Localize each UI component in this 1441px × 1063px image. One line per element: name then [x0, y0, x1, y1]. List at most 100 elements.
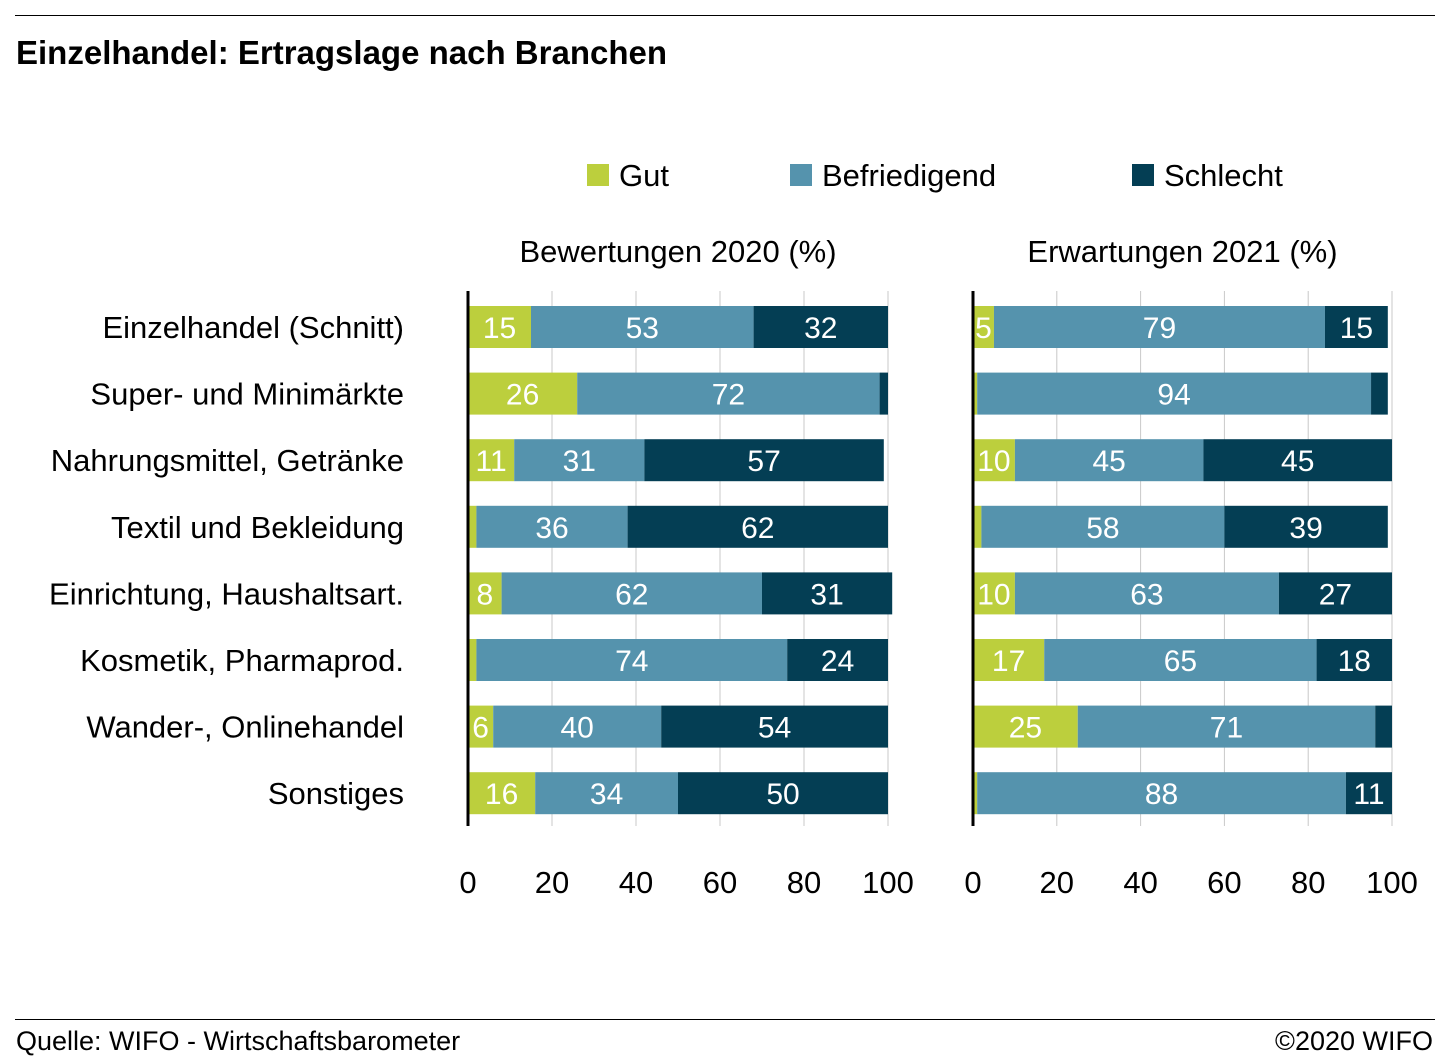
- x-tick-label: 100: [1366, 865, 1418, 900]
- data-label: 27: [1319, 578, 1352, 611]
- data-label: 45: [1281, 445, 1314, 478]
- bar-segment: [973, 306, 994, 348]
- data-label: 34: [590, 778, 623, 811]
- data-label: 10: [977, 445, 1010, 478]
- data-label: 8: [476, 578, 493, 611]
- bar-segment: [501, 572, 762, 615]
- data-label: 15: [1340, 312, 1373, 345]
- bar-segment: [993, 306, 1325, 348]
- data-label: 57: [747, 445, 780, 478]
- legend-swatch: [1132, 164, 1154, 186]
- bar-segment: [753, 306, 888, 348]
- bar-segment: [514, 439, 645, 482]
- bottom-rule: [15, 1019, 1435, 1020]
- bar-segment: [531, 306, 754, 348]
- panel-title: Bewertungen 2020 (%): [519, 234, 836, 269]
- data-label: 15: [483, 312, 516, 345]
- bar-segment: [627, 505, 888, 548]
- data-label: 74: [615, 645, 648, 678]
- bar-segment: [1278, 572, 1392, 615]
- data-label: 54: [758, 712, 791, 745]
- data-label: 5: [975, 312, 992, 345]
- bar-segment: [1316, 639, 1392, 681]
- data-label: 62: [615, 578, 648, 611]
- bar-segment: [468, 505, 477, 548]
- bar-segment: [476, 505, 628, 548]
- bar-segment: [577, 372, 880, 415]
- x-tick-label: 0: [964, 865, 981, 900]
- x-tick-label: 0: [459, 865, 476, 900]
- bar-segment: [787, 639, 888, 681]
- data-label: 79: [1143, 312, 1176, 345]
- bar-segment: [762, 572, 893, 615]
- data-label: 58: [1086, 512, 1119, 545]
- bar-segment: [468, 306, 531, 348]
- data-label: 40: [561, 712, 594, 745]
- legend-swatch: [790, 164, 812, 186]
- legend-label: Schlecht: [1164, 158, 1283, 193]
- data-label: 63: [1130, 578, 1163, 611]
- bar-segment: [977, 372, 1372, 415]
- data-label: 50: [766, 778, 799, 811]
- panel-title: Erwartungen 2021 (%): [1027, 234, 1337, 269]
- data-label: 25: [1009, 712, 1042, 745]
- bar-segment: [468, 372, 578, 415]
- bar-segment: [973, 505, 982, 548]
- data-label: 72: [712, 379, 745, 412]
- bar-segment: [661, 705, 888, 748]
- bar-segment: [476, 639, 788, 681]
- stacked-bar-chart: Einzelhandel (Schnitt) Super- und Minimär…: [49, 158, 1418, 900]
- chart-title: Einzelhandel: Ertragslage nach Branchen: [16, 34, 668, 71]
- copyright-note: ©2020 WIFO: [1275, 1026, 1433, 1056]
- legend-label: Gut: [619, 158, 669, 193]
- bar-segment: [468, 772, 536, 815]
- x-tick-label: 80: [787, 865, 821, 900]
- x-tick-label: 60: [1207, 865, 1241, 900]
- bar-segment: [973, 372, 978, 415]
- bar-segment: [973, 639, 1045, 681]
- bar-segment: [1044, 639, 1317, 681]
- bar-segment: [678, 772, 888, 815]
- bar-segment: [1077, 705, 1376, 748]
- data-label: 16: [485, 778, 518, 811]
- category-label: Einrichtung, Haushaltsart.: [49, 576, 404, 611]
- data-label: 17: [992, 645, 1025, 678]
- bar-segment: [973, 705, 1078, 748]
- bar-segment: [879, 372, 888, 415]
- legend-label: Befriedigend: [822, 158, 996, 193]
- x-tick-label: 20: [1040, 865, 1074, 900]
- data-label: 26: [506, 379, 539, 412]
- category-label: Wander-, Onlinehandel: [86, 710, 404, 745]
- bar-segment: [1224, 505, 1388, 548]
- bar-segment: [1371, 372, 1388, 415]
- category-label: Textil und Bekleidung: [111, 510, 404, 545]
- bar-segment: [1324, 306, 1388, 348]
- bar-segment: [973, 572, 1015, 615]
- bar-segment: [973, 439, 1015, 482]
- category-label: Sonstiges: [268, 776, 404, 811]
- category-label: Nahrungsmittel, Getränke: [51, 443, 404, 478]
- data-label: 71: [1210, 712, 1243, 745]
- x-tick-label: 60: [703, 865, 737, 900]
- data-label: 36: [535, 512, 568, 545]
- category-label: Kosmetik, Pharmaprod.: [80, 643, 404, 678]
- bar-segment: [1203, 439, 1392, 482]
- data-label: 6: [472, 712, 489, 745]
- data-label: 62: [741, 512, 774, 545]
- bar-segment: [1014, 439, 1204, 482]
- data-label: 24: [821, 645, 854, 678]
- category-label: Einzelhandel (Schnitt): [102, 310, 404, 345]
- x-tick-label: 40: [619, 865, 653, 900]
- data-label: 53: [626, 312, 659, 345]
- bar-segment: [493, 705, 662, 748]
- data-label: 31: [563, 445, 596, 478]
- legend-swatch: [587, 164, 609, 186]
- bar-segment: [973, 772, 978, 815]
- data-label: 88: [1145, 778, 1178, 811]
- bar-segment: [977, 772, 1346, 815]
- x-tick-label: 40: [1123, 865, 1157, 900]
- data-label: 11: [1353, 778, 1384, 811]
- x-tick-label: 100: [862, 865, 914, 900]
- data-label: 32: [804, 312, 837, 345]
- bar-segment: [468, 572, 502, 615]
